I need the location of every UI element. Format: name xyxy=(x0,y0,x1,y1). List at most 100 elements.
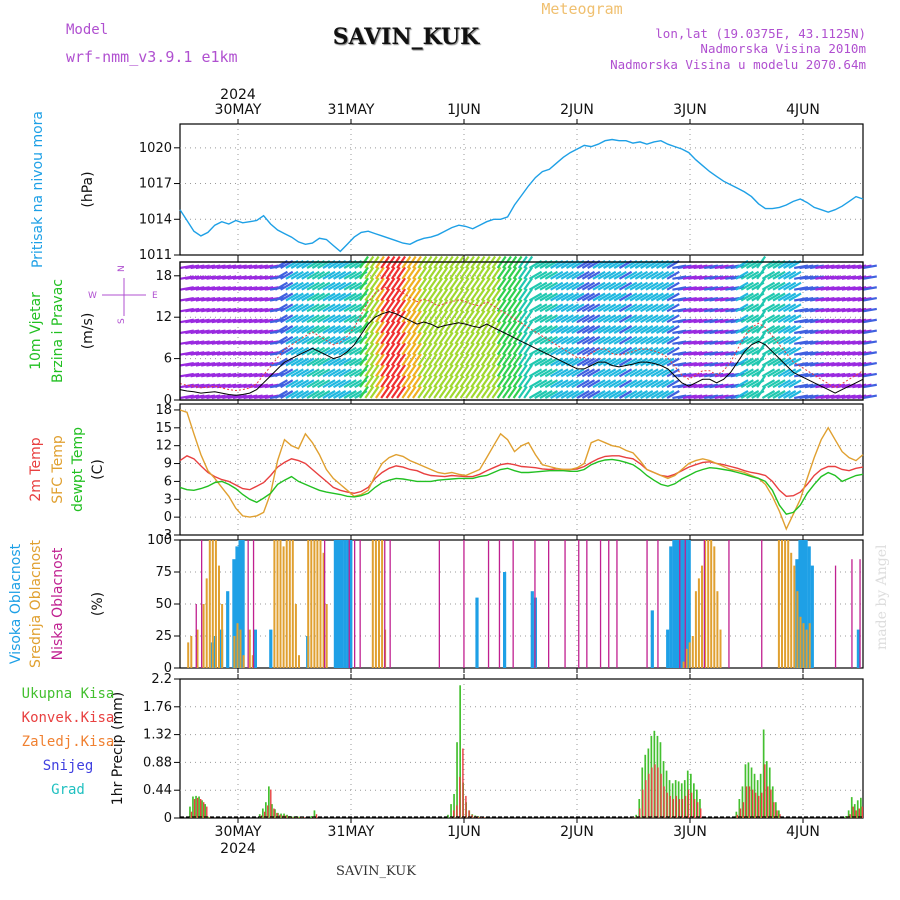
x-tick-label-bottom: 2JUN xyxy=(560,824,594,840)
bar-precip_total xyxy=(189,806,191,818)
wind-barb xyxy=(438,375,449,388)
bar-precip_conv xyxy=(745,786,748,818)
wind-barb xyxy=(359,375,369,388)
bar-cloud_mid xyxy=(187,642,190,668)
wind-barb xyxy=(560,379,574,389)
wind-barb xyxy=(534,270,548,280)
bar-precip_total xyxy=(860,797,862,818)
wind-barb xyxy=(528,314,543,324)
wind-barb xyxy=(560,390,574,399)
bar-precip_conv xyxy=(654,764,656,818)
wind-barb xyxy=(359,353,369,367)
wind-barb xyxy=(369,266,380,280)
wind-barb xyxy=(459,364,470,377)
series-pressure xyxy=(179,138,864,253)
bar-precip_total xyxy=(844,816,847,818)
wind-barb xyxy=(274,379,288,389)
wind-barb xyxy=(290,303,304,313)
wind-barb xyxy=(618,314,633,324)
wind-barb xyxy=(332,357,347,367)
bar-cloud_high xyxy=(530,591,534,668)
y-tick-label: 15 xyxy=(155,421,172,436)
wind-barb xyxy=(756,310,767,323)
bar-precip_conv xyxy=(852,806,854,818)
bar-precip_conv xyxy=(193,799,196,818)
wind-barb xyxy=(624,390,638,399)
wind-barb xyxy=(645,357,659,367)
wind-barb xyxy=(295,303,310,313)
bar-cloud_high xyxy=(807,546,811,668)
wind-barb xyxy=(470,364,481,377)
wind-barb xyxy=(390,375,401,388)
wind-barb xyxy=(550,314,564,324)
wind-barb xyxy=(666,325,680,334)
wind-barb xyxy=(629,379,643,389)
bar-cloud_low xyxy=(657,540,659,668)
wind-barb xyxy=(618,346,633,356)
bar-cloud_low xyxy=(463,540,465,668)
wind-barb xyxy=(422,364,433,377)
bar-cloud_low xyxy=(348,540,350,668)
wind-barb xyxy=(783,390,797,399)
wind-barb xyxy=(274,314,288,324)
wind-barb xyxy=(645,270,659,280)
bar-precip_conv xyxy=(276,812,278,818)
wind-barb xyxy=(862,286,877,291)
wind-barb xyxy=(443,310,454,323)
wind-barb xyxy=(613,368,627,378)
wind-barb xyxy=(449,375,459,388)
wind-barb xyxy=(761,346,776,356)
wind-barb xyxy=(438,364,449,377)
wind-barb xyxy=(449,353,459,367)
wind-barb xyxy=(767,303,781,313)
wind-barb xyxy=(369,299,380,312)
wind-barb xyxy=(565,325,580,334)
wind-barb xyxy=(565,303,580,313)
wind-barb xyxy=(427,385,438,399)
wind-barb xyxy=(666,281,680,291)
wind-barb xyxy=(348,292,363,302)
wind-barb xyxy=(581,379,596,389)
bar-precip_conv xyxy=(648,773,650,818)
wind-barb xyxy=(459,331,470,345)
wind-barb xyxy=(465,375,475,388)
bar-precip_total xyxy=(453,794,455,818)
wind-barb xyxy=(306,390,320,399)
bar-cloud_mid xyxy=(710,540,713,668)
bar-precip_conv xyxy=(462,748,464,818)
wind-barb xyxy=(470,353,481,367)
y-axis-label: (C) xyxy=(90,459,106,480)
wind-barb xyxy=(534,303,548,313)
y-axis-label: 1hr Precip (mm) xyxy=(110,692,126,805)
y-tick-label: 1011 xyxy=(139,248,172,263)
wind-barb xyxy=(661,390,675,399)
wind-barb xyxy=(486,342,497,356)
wind-barb xyxy=(390,385,401,399)
legend-item: Konvek.Kisa xyxy=(22,710,115,726)
wind-barb xyxy=(576,314,590,324)
bar-cloud_mid xyxy=(371,540,374,668)
wind-barb xyxy=(465,299,475,312)
wind-barb xyxy=(603,325,617,334)
wind-barb xyxy=(301,368,315,378)
wind-barb xyxy=(427,342,438,356)
wind-barb xyxy=(629,335,643,345)
bar-cloud_mid xyxy=(777,540,780,668)
bar-cloud_low xyxy=(359,540,361,668)
wind-barb xyxy=(417,342,428,356)
wind-barb xyxy=(280,303,294,313)
wind-barb xyxy=(624,335,638,345)
wind-barb xyxy=(290,390,304,399)
year-top: 2024 xyxy=(220,87,256,103)
wind-barb xyxy=(311,303,326,313)
wind-barb xyxy=(534,314,548,324)
wind-barb xyxy=(528,379,543,389)
wind-barb xyxy=(454,375,465,388)
wind-barb xyxy=(587,335,601,345)
wind-barb xyxy=(390,288,401,302)
wind-barb xyxy=(422,288,433,302)
wind-barb xyxy=(756,385,767,399)
bar-cloud_mid xyxy=(208,540,211,668)
bar-precip_total xyxy=(690,773,692,818)
wind-barb xyxy=(565,281,580,291)
